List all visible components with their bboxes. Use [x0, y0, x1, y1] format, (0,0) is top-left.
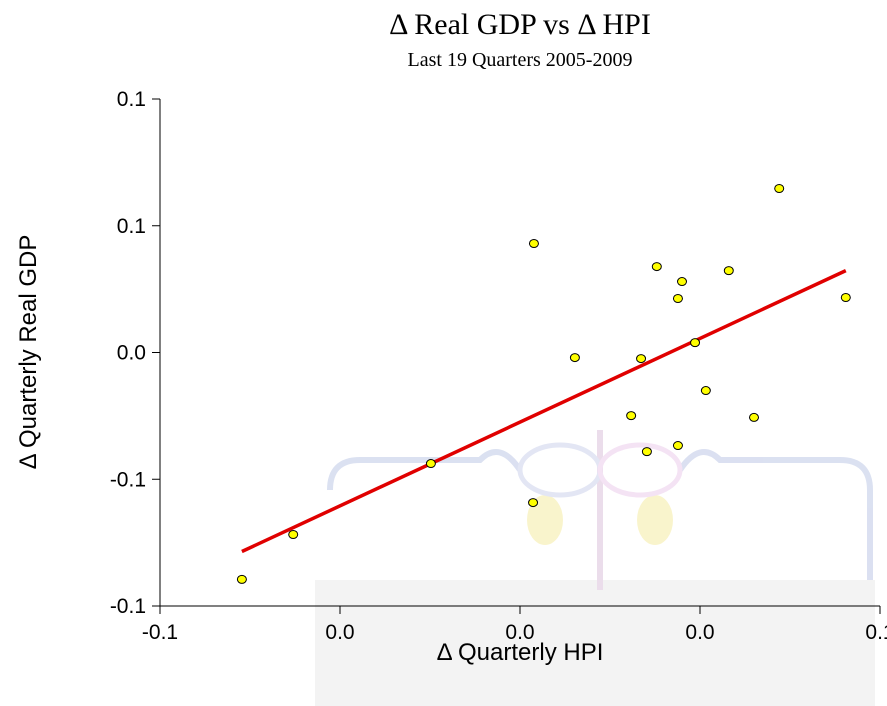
point: [700, 386, 711, 396]
x-axis-title: Δ Quarterly HPI: [437, 639, 604, 666]
point: [236, 574, 247, 584]
point: [774, 183, 785, 193]
point: [626, 411, 637, 421]
chart-subtitle: Last 19 Quarters 2005-2009: [408, 49, 633, 71]
watermark: [315, 430, 875, 706]
x-tick-label: 0.1: [865, 621, 887, 644]
y-tick-label: -0.1: [110, 468, 146, 491]
point: [690, 338, 701, 348]
point: [840, 292, 851, 302]
point: [672, 294, 683, 304]
y-tick-label: 0.1: [117, 215, 146, 238]
point: [528, 238, 539, 248]
x-tick-label: -0.1: [142, 621, 178, 644]
point: [641, 447, 652, 457]
y-tick-label: 0.1: [117, 88, 146, 111]
x-tick-label: 0.0: [505, 621, 534, 644]
x-tick-label: 0.0: [685, 621, 714, 644]
point: [636, 354, 647, 364]
y-tick-label: -0.1: [110, 595, 146, 618]
point: [425, 459, 436, 469]
point: [528, 498, 539, 508]
trend-line: [241, 269, 847, 554]
point: [677, 277, 687, 287]
y-tick-label: 0.0: [117, 342, 146, 365]
point: [288, 530, 299, 540]
point: [651, 262, 662, 272]
point: [672, 441, 683, 451]
y-axis-title: Δ Quarterly Real GDP: [15, 235, 42, 470]
point: [569, 353, 580, 363]
point: [749, 412, 759, 422]
x-tick-label: 0.0: [325, 621, 354, 644]
chart-title: Δ Real GDP vs Δ HPI: [389, 8, 651, 41]
point: [723, 266, 734, 276]
